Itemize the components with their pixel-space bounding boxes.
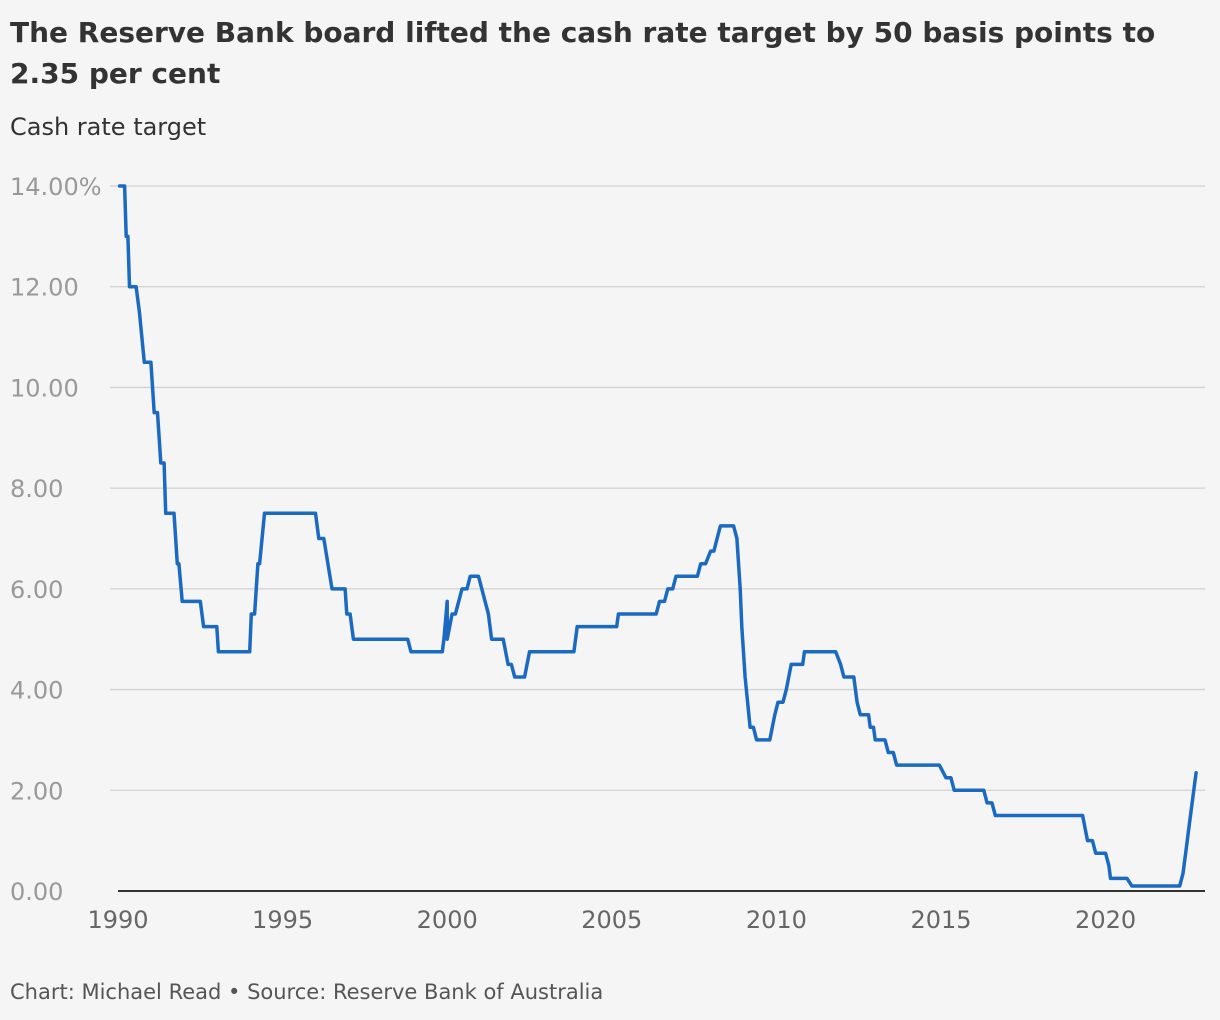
line-chart: 14.00% 12.00 10.00 8.00 6.00 4.00 2.00 0.00 199…	[10, 173, 1205, 934]
x-tick-label: 2000	[417, 906, 478, 934]
chart-footer-credit: Chart: Michael Read • Source: Reserve Ba…	[10, 980, 604, 1004]
x-tick-label: 2010	[746, 906, 807, 934]
y-tick-label: 12.00	[10, 274, 79, 302]
y-axis-ticks: 14.00% 12.00 10.00 8.00 6.00 4.00 2.00 0.00	[10, 173, 102, 906]
x-tick-label: 2015	[910, 906, 971, 934]
x-axis-ticks: 1990 1995 2000 2005 2010 2015 2020	[87, 906, 1136, 934]
x-tick-label: 1990	[87, 906, 148, 934]
chart-subtitle: Cash rate target	[10, 113, 207, 141]
y-tick-label: 8.00	[10, 475, 63, 503]
x-tick-label: 1995	[252, 906, 313, 934]
gridlines	[110, 185, 1205, 892]
y-tick-label: 4.00	[10, 677, 63, 705]
series-line-cash-rate	[117, 184, 1198, 888]
y-tick-label: 0.00	[10, 878, 63, 906]
y-tick-label: 2.00	[10, 777, 63, 805]
y-tick-label: 10.00	[10, 374, 79, 402]
y-tick-label: 14.00%	[10, 173, 102, 201]
y-tick-label: 6.00	[10, 576, 63, 604]
x-tick-label: 2020	[1075, 906, 1136, 934]
x-tick-label: 2005	[581, 906, 642, 934]
chart-title: The Reserve Bank board lifted the cash r…	[10, 16, 1156, 90]
series-layer	[117, 184, 1198, 888]
